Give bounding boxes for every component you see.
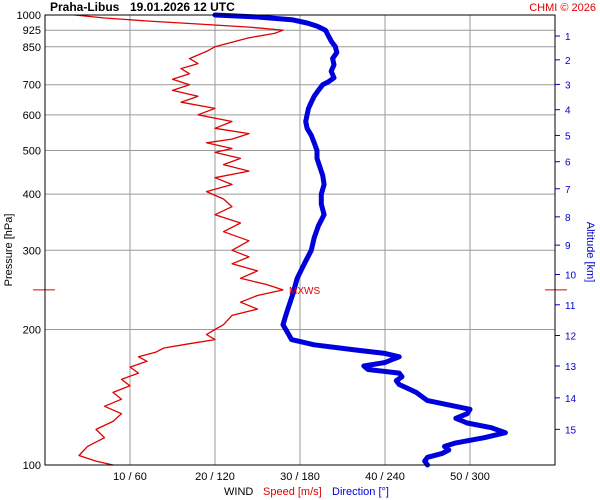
pressure-tick-label: 400 (23, 189, 41, 201)
altitude-tick-label: 5 (565, 131, 571, 142)
altitude-tick-label: 14 (565, 394, 577, 405)
altitude-tick-label: 12 (565, 331, 577, 342)
altitude-tick-label: 9 (565, 241, 571, 252)
pressure-tick-label: 100 (23, 460, 41, 472)
pressure-tick-label: 200 (23, 325, 41, 337)
speed-series-line (74, 14, 284, 466)
wind-tick-label: 30 / 180 (280, 471, 320, 483)
pressure-tick-label: 300 (23, 245, 41, 257)
altitude-tick-label: 7 (565, 185, 571, 196)
altitude-tick-label: 11 (565, 301, 576, 312)
altitude-tick-label: 15 (565, 425, 577, 436)
speed-axis-label: Speed [m/s] (263, 486, 322, 498)
altitude-tick-label: 4 (565, 106, 571, 117)
pressure-tick-label: 925 (23, 25, 41, 37)
pressure-tick-label: 1000 (17, 10, 41, 22)
wind-tick-label: 40 / 240 (365, 471, 405, 483)
axis-layer: Praha-Libus 19.01.2026 12 UTC CHMI © 202… (3, 0, 596, 498)
pressure-tick-label: 700 (23, 80, 41, 92)
altitude-axis-label: Altitude [km] (584, 222, 596, 283)
wind-tick-label: 20 / 120 (195, 471, 235, 483)
wind-axis-label: WIND (224, 486, 253, 498)
pressure-tick-label: 600 (23, 110, 41, 122)
wind-tick-label: 50 / 300 (450, 471, 490, 483)
altitude-tick-label: 6 (565, 158, 571, 169)
series-layer: MXWS (33, 12, 567, 468)
altitude-tick-label: 3 (565, 80, 571, 91)
pressure-axis-label: Pressure [hPa] (3, 214, 15, 287)
pressure-tick-label: 850 (23, 42, 41, 54)
altitude-tick-label: 1 (565, 32, 571, 43)
mxws-annotation: MXWS (289, 286, 320, 297)
station-name: Praha-Libus (50, 0, 120, 14)
wind-tick-label: 10 / 60 (113, 471, 147, 483)
credit-label: CHMI © 2026 (529, 2, 596, 14)
altitude-tick-label: 13 (565, 362, 577, 373)
direction-series-line (212, 12, 508, 468)
sounding-datetime: 19.01.2026 12 UTC (130, 0, 235, 14)
altitude-tick-label: 8 (565, 213, 571, 224)
altitude-tick-label: 10 (565, 271, 577, 282)
plot-frame (44, 14, 556, 466)
pressure-tick-label: 500 (23, 145, 41, 157)
direction-axis-label: Direction [°] (332, 486, 389, 498)
altitude-tick-label: 2 (565, 56, 571, 67)
